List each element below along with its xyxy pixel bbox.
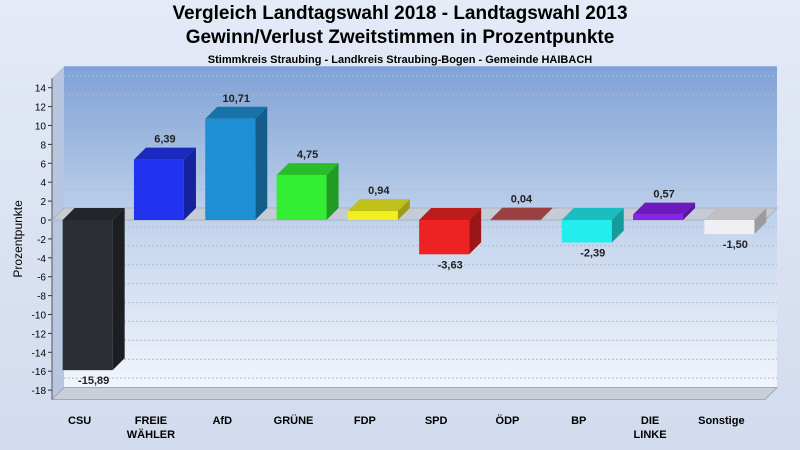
data-label: -15,89 (78, 375, 109, 387)
chart-subtitle: Gewinn/Verlust Zweitstimmen in Prozentpu… (185, 27, 615, 48)
bar-side (683, 202, 696, 220)
bar-side (397, 199, 410, 220)
bar (62, 220, 113, 371)
data-label: -1,50 (723, 239, 748, 251)
data-label: 0,57 (653, 189, 674, 201)
y-tick-label: -14 (32, 348, 47, 359)
bar-top (133, 147, 196, 160)
x-tick-label: FDP (354, 415, 376, 427)
y-tick-label: -12 (32, 329, 47, 340)
data-label: -3,63 (438, 259, 463, 271)
y-tick-label: 10 (35, 122, 47, 133)
x-tick-label: BP (571, 415, 586, 427)
bar-top (419, 208, 482, 220)
x-tick-label: AfD (212, 415, 232, 427)
bar-top (704, 208, 767, 220)
data-label: 4,75 (297, 149, 318, 161)
bar-side (540, 207, 553, 221)
y-tick-label: -2 (37, 235, 46, 246)
bar-top (633, 202, 696, 215)
x-tick-label: CSU (68, 415, 91, 427)
data-label: 0,04 (511, 194, 533, 206)
y-tick-label: -8 (37, 292, 46, 303)
bar-side (754, 208, 767, 235)
bar (133, 159, 184, 220)
data-label: 6,39 (154, 134, 175, 146)
bar (419, 220, 470, 255)
bar (276, 175, 327, 220)
bar-top (62, 208, 125, 220)
bar-side (255, 106, 268, 220)
bar-side (183, 147, 196, 220)
x-tick-label: FREIE (135, 415, 167, 427)
bar-side (611, 208, 624, 243)
x-tick-label: Sonstige (698, 415, 744, 427)
x-tick-label: WÄHLER (127, 428, 175, 441)
y-tick-label: 12 (35, 103, 47, 114)
bar (347, 211, 398, 220)
bar-top (347, 199, 410, 212)
bar-side (326, 163, 339, 220)
data-label: 10,71 (222, 93, 250, 105)
chart-title: Vergleich Landtagswahl 2018 - Landtagswa… (172, 3, 628, 24)
y-tick-label: 2 (40, 197, 46, 208)
y-tick-label: 8 (40, 140, 46, 151)
y-tick-label: -6 (37, 273, 46, 284)
y-tick-label: -16 (32, 367, 47, 378)
y-tick-label: -18 (32, 386, 47, 397)
bar-top (205, 106, 268, 119)
bar-top (276, 163, 339, 176)
y-tick-label: 6 (40, 159, 46, 170)
y-tick-label: 4 (40, 178, 46, 189)
bar (490, 219, 541, 221)
y-tick-label: -10 (32, 311, 47, 322)
y-tick-label: 0 (40, 216, 46, 227)
bar-side (469, 208, 482, 255)
x-tick-label: DIE (641, 415, 659, 427)
bar (205, 118, 256, 220)
bar-top (490, 207, 553, 220)
x-tick-label: ÖDP (496, 414, 520, 427)
plot-side-wall (52, 66, 64, 400)
bar (704, 220, 755, 235)
bar-top (561, 208, 624, 220)
chart-subtitle-region: Stimmkreis Straubing - Landkreis Straubi… (207, 54, 593, 66)
bar (633, 214, 684, 220)
y-tick-label: 14 (35, 84, 47, 95)
data-label: -2,39 (580, 248, 605, 260)
x-tick-label: GRÜNE (274, 414, 314, 427)
bar-side (112, 208, 125, 371)
y-tick-label: -4 (37, 254, 46, 265)
data-label: 0,94 (368, 185, 390, 197)
bar (561, 220, 612, 243)
y-axis-label: Prozentpunkte (11, 200, 25, 278)
x-tick-label: SPD (425, 415, 448, 427)
x-tick-label: LINKE (634, 429, 667, 441)
plot-floor (50, 387, 779, 401)
